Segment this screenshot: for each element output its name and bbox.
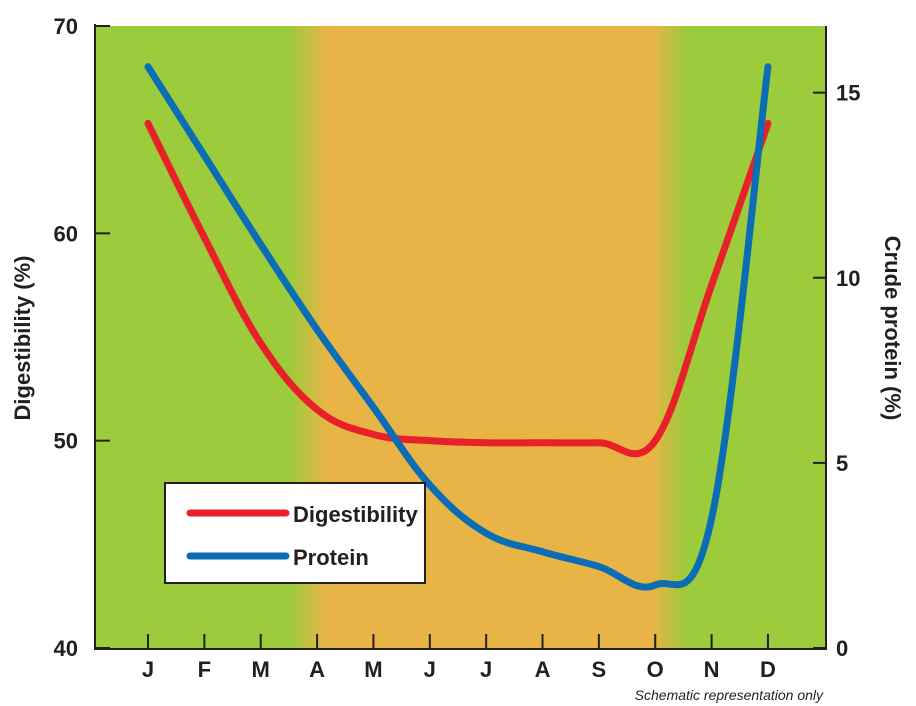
- x-tick-label: N: [704, 657, 720, 682]
- series-line-digestibility: [144, 119, 772, 458]
- x-tick-label: J: [142, 657, 154, 682]
- x-tick-label: M: [252, 657, 270, 682]
- x-tick-label: S: [592, 657, 607, 682]
- legend-box: [164, 482, 426, 584]
- legend-label-digestibility: Digestibility: [293, 502, 418, 527]
- legend: Digestibility Protein: [164, 482, 426, 584]
- x-tick-label: A: [309, 657, 325, 682]
- x-tick-label: A: [535, 657, 551, 682]
- x-tick-label: O: [647, 657, 664, 682]
- left-tick-label: 50: [54, 429, 78, 454]
- x-tick-label: M: [364, 657, 382, 682]
- right-axis-title: Crude protein (%): [880, 236, 905, 421]
- x-tick-label: J: [480, 657, 492, 682]
- x-tick-label: J: [424, 657, 436, 682]
- series-line-protein: [144, 63, 772, 591]
- left-tick-label: 60: [54, 221, 78, 246]
- left-tick-label: 40: [54, 636, 78, 661]
- right-ticks: 0 5 10 15: [813, 81, 860, 661]
- right-tick-label: 10: [836, 266, 860, 291]
- legend-label-protein: Protein: [293, 545, 369, 570]
- right-tick-label: 5: [836, 451, 848, 476]
- right-tick-label: 15: [836, 81, 860, 106]
- series-layer: [144, 63, 772, 591]
- right-tick-label: 0: [836, 636, 848, 661]
- footnote: Schematic representation only: [635, 687, 824, 703]
- x-tick-label: D: [760, 657, 776, 682]
- left-ticks: 40 50 60 70: [54, 14, 110, 661]
- left-axis-title: Digestibility (%): [10, 255, 35, 420]
- left-tick-label: 70: [54, 14, 78, 39]
- x-tick-label: F: [198, 657, 211, 682]
